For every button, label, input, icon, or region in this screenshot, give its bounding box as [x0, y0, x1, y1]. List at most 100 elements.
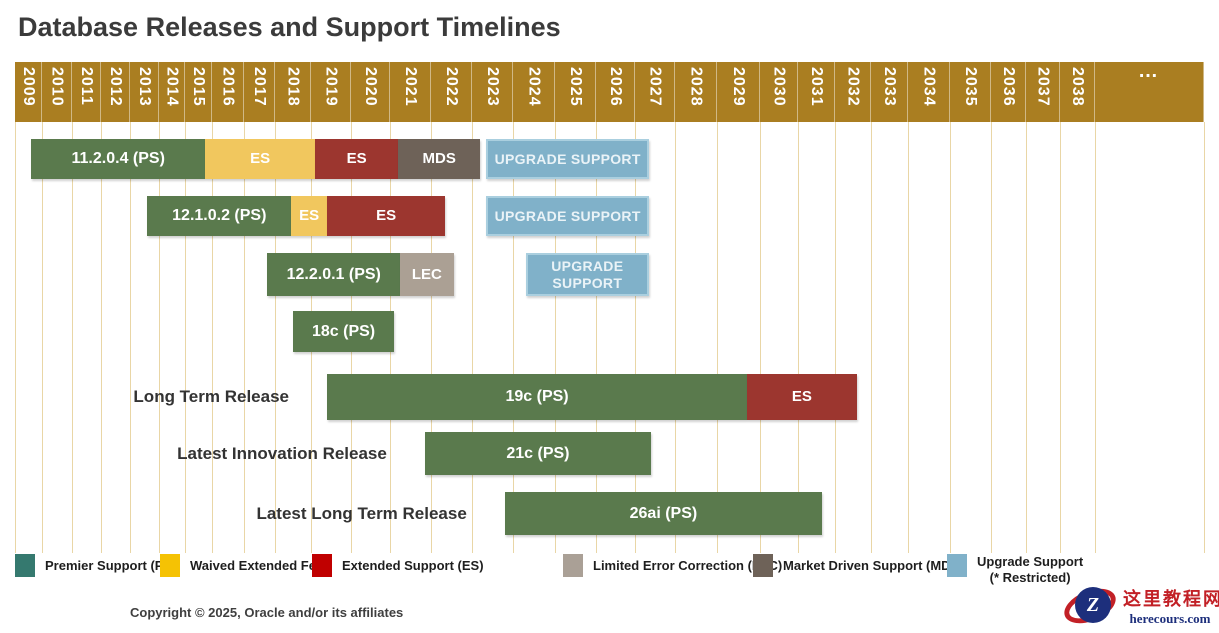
- year-column-2021: 2021: [390, 62, 431, 122]
- year-column-2030: 2030: [760, 62, 798, 122]
- year-axis-band: 2009 2010 2011 2012 2013 2014 2015 2016 2017 2018…: [15, 60, 1204, 122]
- year-label: 2016: [219, 67, 237, 107]
- legend-item-mds: Market Driven Support (MDS): [753, 554, 964, 577]
- watermark-letter: Z: [1086, 593, 1100, 616]
- year-column-2023: 2023: [472, 62, 513, 122]
- grid-line: [159, 122, 160, 553]
- grid-line: [15, 122, 16, 553]
- year-label: 2025: [567, 67, 584, 107]
- year-label: 2014: [163, 67, 181, 107]
- year-column-2035: 2035: [950, 62, 991, 122]
- year-label: 2010: [48, 67, 66, 107]
- year-column-2033: 2033: [871, 62, 908, 122]
- bar-12.1.0.2-ps: 12.1.0.2 (PS): [147, 196, 292, 236]
- year-label: 2027: [646, 67, 664, 107]
- copyright-text: Copyright © 2025, Oracle and/or its affi…: [130, 605, 404, 620]
- bar-12.1.0.2-es: ES: [327, 196, 446, 236]
- year-column-2009: 2009: [15, 62, 42, 122]
- year-label: 2015: [190, 67, 207, 107]
- bar-18c-ps: 18c (PS): [293, 311, 395, 352]
- grid-line: [760, 122, 761, 553]
- year-label: 2034: [920, 67, 938, 107]
- year-label: 2021: [402, 67, 419, 107]
- year-column-2034: 2034: [908, 62, 950, 122]
- grid-line: [635, 122, 636, 553]
- legend-item-upgrade: Upgrade Support (* Restricted): [947, 554, 1083, 587]
- year-column-2036: 2036: [991, 62, 1026, 122]
- year-column-2029: 2029: [717, 62, 760, 122]
- year-label: 2024: [525, 67, 543, 107]
- year-column-overflow: …: [1095, 60, 1204, 122]
- row-label-latest-innovation-release: Latest Innovation Release: [177, 443, 387, 463]
- legend-label-es: Extended Support (ES): [342, 558, 484, 573]
- year-label: 2020: [362, 67, 379, 107]
- year-label: 2022: [443, 67, 460, 107]
- year-column-2010: 2010: [42, 62, 72, 122]
- grid-line: [472, 122, 473, 553]
- legend-swatch-lec: [563, 554, 583, 577]
- year-label: 2019: [322, 67, 340, 107]
- year-column-2031: 2031: [798, 62, 835, 122]
- year-label: 2017: [251, 67, 268, 107]
- grid-line: [1026, 122, 1027, 553]
- year-label: 2012: [107, 67, 124, 107]
- grid-line: [244, 122, 245, 553]
- legend-swatch-ps: [15, 554, 35, 577]
- overflow-ellipsis-label: …: [1138, 60, 1160, 82]
- year-column-2013: 2013: [130, 62, 159, 122]
- legend-item-waived: Waived Extended Fee: [160, 554, 323, 577]
- year-label: 2018: [284, 67, 302, 107]
- year-label: 2013: [136, 67, 153, 107]
- grid-line: [835, 122, 836, 553]
- year-column-2019: 2019: [311, 62, 351, 122]
- grid-line: [908, 122, 909, 553]
- year-column-2011: 2011: [72, 62, 101, 122]
- year-column-2037: 2037: [1026, 62, 1060, 122]
- year-label: 2037: [1034, 67, 1052, 107]
- grid-line: [431, 122, 432, 553]
- grid-line: [675, 122, 676, 553]
- legend-label-upgrade: Upgrade Support (* Restricted): [977, 554, 1084, 586]
- legend-swatch-upgrade: [947, 554, 967, 577]
- bar-11.2.0.4-es: ES: [315, 139, 399, 179]
- row-label-latest-long-term-release: Latest Long Term Release: [256, 503, 467, 523]
- watermark-z-badge-icon: Z: [1075, 587, 1111, 623]
- year-column-2025: 2025: [555, 62, 596, 122]
- bar-11.2.0.4-ps: 11.2.0.4 (PS): [31, 139, 206, 179]
- legend-label-mds: Market Driven Support (MDS): [783, 558, 964, 573]
- year-label: 2036: [1000, 67, 1017, 107]
- bar-19c-ps: 19c (PS): [327, 374, 748, 420]
- page-title: Database Releases and Support Timelines: [18, 12, 561, 42]
- year-label: 2038: [1069, 67, 1086, 107]
- year-label: 2026: [607, 67, 624, 107]
- year-column-2020: 2020: [351, 62, 390, 122]
- bar-26ai-ps: 26ai (PS): [504, 492, 823, 535]
- year-column-2016: 2016: [212, 62, 244, 122]
- bar-12.2.0.1-ps: 12.2.0.1 (PS): [267, 253, 401, 296]
- grid-line: [212, 122, 213, 553]
- year-label: 2009: [20, 67, 37, 107]
- grid-line: [950, 122, 951, 553]
- year-label: 2011: [78, 67, 95, 106]
- year-column-2026: 2026: [596, 62, 635, 122]
- grid-line: [1204, 122, 1205, 553]
- watermark-site-url: herecours.com: [1129, 611, 1211, 626]
- grid-line: [798, 122, 799, 553]
- year-label: 2035: [962, 67, 979, 107]
- grid-line: [555, 122, 556, 553]
- watermark-logo: Z 这里教程网 herecours.com: [1059, 581, 1219, 631]
- year-label: 2029: [730, 67, 747, 107]
- grid-line: [130, 122, 131, 553]
- year-column-2018: 2018: [275, 62, 311, 122]
- year-column-2024: 2024: [513, 62, 555, 122]
- year-column-2038: 2038: [1060, 62, 1095, 122]
- year-column-2017: 2017: [244, 62, 275, 122]
- grid-line: [101, 122, 102, 553]
- legend-swatch-waived: [160, 554, 180, 577]
- bar-12.1.0.2-waived: ES: [291, 196, 327, 236]
- bar-12.2.0.1-upgrade: UPGRADE SUPPORT: [525, 253, 649, 296]
- legend-label-lec: Limited Error Correction (LEC): [593, 558, 783, 573]
- grid-line: [185, 122, 186, 553]
- legend-item-ps: Premier Support (PS): [15, 554, 176, 577]
- year-column-2022: 2022: [431, 62, 472, 122]
